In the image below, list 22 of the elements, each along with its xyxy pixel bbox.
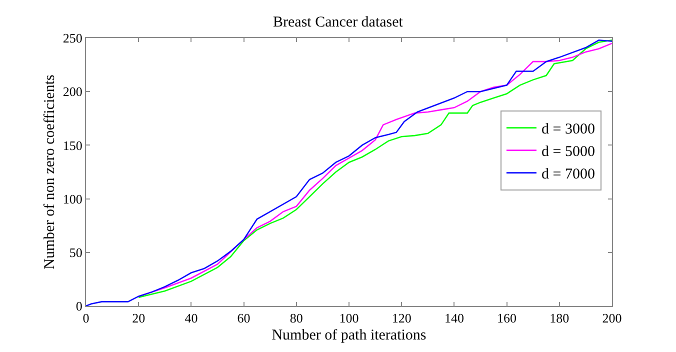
x-tick-label: 60: [237, 310, 250, 326]
x-tick-label: 180: [550, 310, 570, 326]
x-tick-label: 20: [132, 310, 146, 326]
y-tick-label: 0: [76, 298, 82, 314]
x-tick-label: 40: [184, 310, 198, 326]
chart-title: Breast Cancer dataset: [273, 14, 404, 30]
x-axis-title: Number of path iterations: [272, 328, 426, 344]
y-tick-label: 200: [62, 84, 82, 100]
y-axis-title: Number of non zero coefficients: [42, 74, 58, 270]
x-tick-label: 160: [497, 310, 517, 326]
x-tick-label: 140: [444, 310, 464, 326]
x-tick-label: 80: [290, 310, 303, 326]
y-tick-label: 150: [62, 138, 82, 153]
y-tick-label: 100: [62, 191, 82, 206]
x-tick-label: 100: [339, 310, 359, 326]
legend-label: d = 3000: [541, 122, 595, 138]
x-tick-label: 200: [602, 310, 622, 326]
y-tick-label: 250: [62, 30, 82, 46]
legend-label: d = 7000: [541, 166, 595, 183]
y-tick-label: 50: [69, 244, 82, 260]
x-tick-label: 120: [392, 310, 412, 326]
legend-label: d = 5000: [541, 144, 595, 160]
